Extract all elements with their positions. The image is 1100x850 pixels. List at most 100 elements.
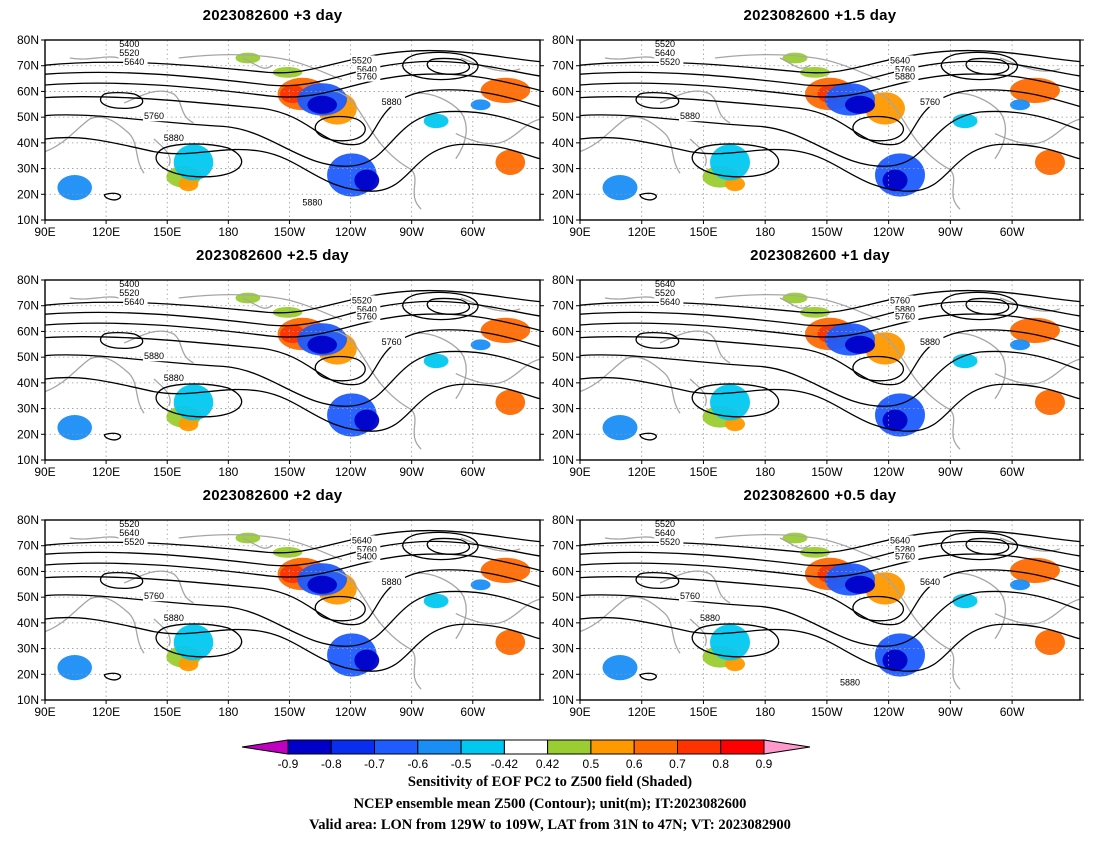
latitude-tick-label: 50N xyxy=(17,350,39,364)
colorbar-segment xyxy=(547,739,592,755)
z500-contour-line xyxy=(580,136,1080,192)
z500-contour-line xyxy=(402,531,479,561)
longitude-tick-label: 150W xyxy=(811,465,843,479)
z500-contours xyxy=(45,49,540,201)
longitude-tick-label: 120E xyxy=(628,465,656,479)
coastline xyxy=(123,90,194,124)
grid-lines xyxy=(580,40,1080,220)
panel-title: 2023082600 +2 day xyxy=(202,487,343,504)
coastline xyxy=(689,378,707,407)
coastline xyxy=(994,118,1080,145)
longitude-tick-label: 150W xyxy=(274,225,306,239)
longitude-tick-label: 180 xyxy=(755,225,775,239)
z500-contour-line xyxy=(45,540,540,567)
latitude-tick-label: 40N xyxy=(552,136,574,150)
contour-label: 5520 xyxy=(655,288,675,298)
coastline xyxy=(153,378,171,407)
coastline xyxy=(153,138,171,167)
z500-contour-line xyxy=(635,332,680,350)
z500-contour-line xyxy=(99,572,144,590)
contour-label: 5880 xyxy=(382,97,402,107)
coastline xyxy=(45,596,145,654)
contour-label: 5760 xyxy=(357,312,377,322)
longitude-tick-label: 90E xyxy=(569,705,590,719)
map-frame xyxy=(579,519,1081,701)
colorbar-segment xyxy=(287,739,332,755)
contour-label: 5520 xyxy=(352,295,372,305)
latitude-axis: 80N 70N 60N 50N 40N 30N 20N 10N xyxy=(552,273,1084,467)
colorbar-tick-label: 0.5 xyxy=(583,757,600,771)
z500-contour-line xyxy=(45,89,540,146)
longitude-axis: 90E 120E 150E 180 150W 120W 90W 60W xyxy=(34,700,486,719)
z500-contour-line xyxy=(965,537,1010,555)
latitude-tick-label: 50N xyxy=(552,350,574,364)
map-panel-plus-0-5-day: 2023082600 +0.5 day 5520 5640 5520 5640 5280… xyxy=(540,480,1100,720)
z500-contour-line xyxy=(402,51,479,81)
z500-contour-line xyxy=(103,192,122,201)
colorbar-segment xyxy=(633,739,679,755)
caption-line-1: Sensitivity of EOF PC2 to Z500 field (Sh… xyxy=(407,774,693,790)
shading-patch xyxy=(1010,99,1030,111)
z500-contour-line xyxy=(580,569,1080,626)
z500-contour-line xyxy=(940,531,1019,561)
latitude-tick-label: 50N xyxy=(17,590,39,604)
contour-label: 5880 xyxy=(164,373,184,383)
coastline xyxy=(604,56,656,60)
shading-patch xyxy=(1010,77,1060,103)
contour-label: 5520 xyxy=(119,48,139,58)
contour-label: 5880 xyxy=(164,133,184,143)
latitude-axis: 80N 70N 60N 50N 40N 30N 20N 10N xyxy=(552,33,1084,227)
longitude-tick-label: 90E xyxy=(34,465,55,479)
longitude-tick-label: 150E xyxy=(689,465,717,479)
coastline xyxy=(659,570,731,604)
shading-patch xyxy=(57,175,92,201)
map-panel-plus-1-5-day: 2023082600 +1.5 day 5520 5640 5520 5640 5760… xyxy=(540,0,1100,240)
shading-patch xyxy=(495,389,526,415)
longitude-tick-label: 150E xyxy=(689,225,717,239)
longitude-tick-label: 90W xyxy=(938,705,963,719)
coastline xyxy=(460,57,521,72)
longitude-tick-label: 150W xyxy=(274,465,306,479)
shading-patch xyxy=(1010,579,1030,591)
shading-patch xyxy=(845,95,875,114)
coastline xyxy=(994,598,1080,625)
latitude-tick-label: 50N xyxy=(552,110,574,124)
latitude-tick-label: 30N xyxy=(17,402,39,416)
longitude-tick-label: 60W xyxy=(460,225,485,239)
contour-label: 5760 xyxy=(920,97,940,107)
latitude-tick-label: 40N xyxy=(17,376,39,390)
coastline xyxy=(123,570,194,604)
longitude-tick-label: 150E xyxy=(153,705,181,719)
colorbar-tick-label: 0.42 xyxy=(536,757,560,771)
z500-contour-line xyxy=(155,143,243,178)
colorbar-tick-label: 0.7 xyxy=(669,757,686,771)
longitude-tick-label: 90E xyxy=(569,465,590,479)
panel-title: 2023082600 +3 day xyxy=(202,7,343,24)
latitude-tick-label: 70N xyxy=(17,59,39,73)
colorbar-tick-label: 0.8 xyxy=(712,757,729,771)
coastline xyxy=(178,53,343,81)
colorbar-segment xyxy=(330,739,376,755)
longitude-tick-label: 120E xyxy=(92,225,120,239)
longitude-tick-label: 120E xyxy=(92,705,120,719)
map-background xyxy=(580,280,1080,460)
coastline xyxy=(659,90,731,124)
shading-patch xyxy=(1010,317,1060,343)
longitude-tick-label: 60W xyxy=(1000,705,1025,719)
longitude-tick-label: 60W xyxy=(1000,225,1025,239)
colorbar-tick-label: -0.8 xyxy=(321,757,342,771)
coastline xyxy=(580,356,681,414)
colorbar-tick-label: -0.7 xyxy=(364,757,385,771)
shading-patch xyxy=(470,339,491,351)
contour-label: 5400 xyxy=(119,39,139,49)
coastline xyxy=(460,537,521,552)
contour-label: 5640 xyxy=(124,57,144,67)
latitude-tick-label: 80N xyxy=(552,513,574,527)
z500-contour-line xyxy=(314,115,366,142)
longitude-tick-label: 90W xyxy=(399,705,424,719)
z500-contour-line xyxy=(940,51,1019,81)
z500-contour-line xyxy=(103,432,122,441)
contour-label: 5640 xyxy=(352,535,372,545)
